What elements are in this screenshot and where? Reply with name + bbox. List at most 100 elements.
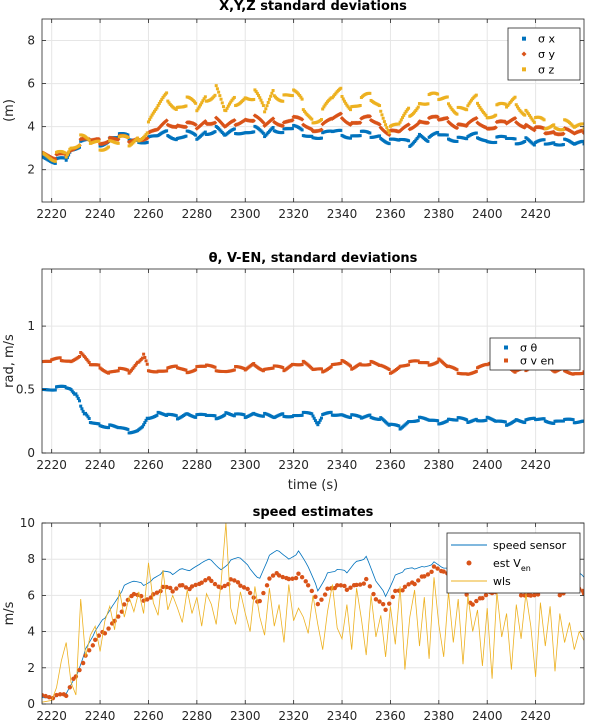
data-point <box>126 368 130 372</box>
data-point <box>507 102 511 106</box>
data-point <box>503 420 507 424</box>
data-point <box>368 131 372 135</box>
data-point <box>63 693 69 699</box>
data-point <box>455 418 459 422</box>
data-point <box>406 582 411 587</box>
data-point <box>87 417 91 421</box>
data-point <box>474 131 478 135</box>
data-point <box>81 409 85 413</box>
x-tick-label: 2400 <box>472 458 503 472</box>
data-point <box>315 601 321 607</box>
y-tick-label: 10 <box>20 516 35 530</box>
data-point <box>581 122 584 126</box>
data-point <box>373 597 379 602</box>
data-point <box>305 583 311 588</box>
data-point <box>380 113 384 117</box>
data-point <box>74 392 78 396</box>
data-point <box>155 106 159 110</box>
legend-label-subscript: en <box>521 564 531 573</box>
data-point <box>399 127 404 132</box>
data-point <box>414 138 418 142</box>
series-3 <box>42 84 584 163</box>
data-point <box>319 367 323 371</box>
data-point <box>506 104 510 108</box>
data-point <box>69 388 73 392</box>
data-point <box>542 417 546 421</box>
data-point <box>86 648 92 653</box>
data-point <box>364 576 369 582</box>
data-point <box>217 90 221 94</box>
data-point <box>194 101 198 105</box>
data-point <box>465 108 469 112</box>
data-point <box>166 99 170 103</box>
x-tick-label: 2380 <box>424 458 455 472</box>
data-point <box>151 111 155 115</box>
data-point <box>455 368 459 372</box>
y-axis-label: m/s <box>2 601 17 625</box>
data-point <box>296 571 301 576</box>
data-point <box>148 117 152 121</box>
data-point <box>203 95 207 99</box>
data-point <box>402 584 408 589</box>
data-point <box>200 121 206 126</box>
data-point <box>300 128 304 132</box>
data-point <box>78 143 82 147</box>
data-point <box>245 586 250 592</box>
series-1 <box>42 384 584 435</box>
x-tick-label: 2240 <box>85 458 116 472</box>
data-point <box>299 117 305 122</box>
data-point <box>271 126 275 130</box>
data-point <box>281 412 285 416</box>
data-point <box>251 118 256 124</box>
data-point <box>552 141 556 145</box>
data-point <box>426 361 430 365</box>
data-point <box>378 104 382 108</box>
data-point <box>252 130 256 134</box>
data-point <box>425 572 431 577</box>
data-point <box>97 422 101 426</box>
data-point <box>303 109 307 113</box>
data-point <box>70 389 74 393</box>
data-point <box>530 117 534 121</box>
data-point <box>407 139 411 143</box>
data-point <box>445 133 449 137</box>
plot-area <box>42 19 584 202</box>
data-point <box>358 134 362 138</box>
data-point <box>551 129 556 135</box>
data-point <box>416 419 420 423</box>
data-point <box>514 103 518 107</box>
data-point <box>523 139 527 143</box>
data-point <box>416 359 420 363</box>
data-point <box>254 90 258 94</box>
data-point <box>136 136 140 140</box>
data-point <box>247 590 253 596</box>
data-point <box>63 151 67 155</box>
data-point <box>270 116 276 121</box>
data-point <box>209 578 214 584</box>
data-point <box>474 598 479 604</box>
data-point <box>78 399 82 403</box>
x-tick-label: 2400 <box>472 709 503 723</box>
data-point <box>281 131 285 135</box>
data-point <box>324 101 328 105</box>
data-point <box>325 586 330 591</box>
data-point <box>116 369 120 373</box>
x-tick-label: 2300 <box>230 207 261 221</box>
x-tick-label: 2240 <box>85 709 116 723</box>
legend-label: σ z <box>538 63 554 76</box>
x-tick-label: 2360 <box>375 709 406 723</box>
data-point <box>483 592 489 598</box>
data-point <box>261 104 265 108</box>
data-point <box>232 368 236 372</box>
x-tick-label: 2220 <box>36 458 67 472</box>
data-point <box>368 362 372 366</box>
data-point <box>198 123 203 128</box>
x-tick-label: 2420 <box>520 458 551 472</box>
data-point <box>201 99 205 103</box>
data-point <box>168 585 173 591</box>
data-point <box>447 120 452 126</box>
data-point <box>270 573 276 578</box>
data-point <box>436 130 440 134</box>
data-point <box>96 136 102 142</box>
data-point <box>404 109 408 113</box>
